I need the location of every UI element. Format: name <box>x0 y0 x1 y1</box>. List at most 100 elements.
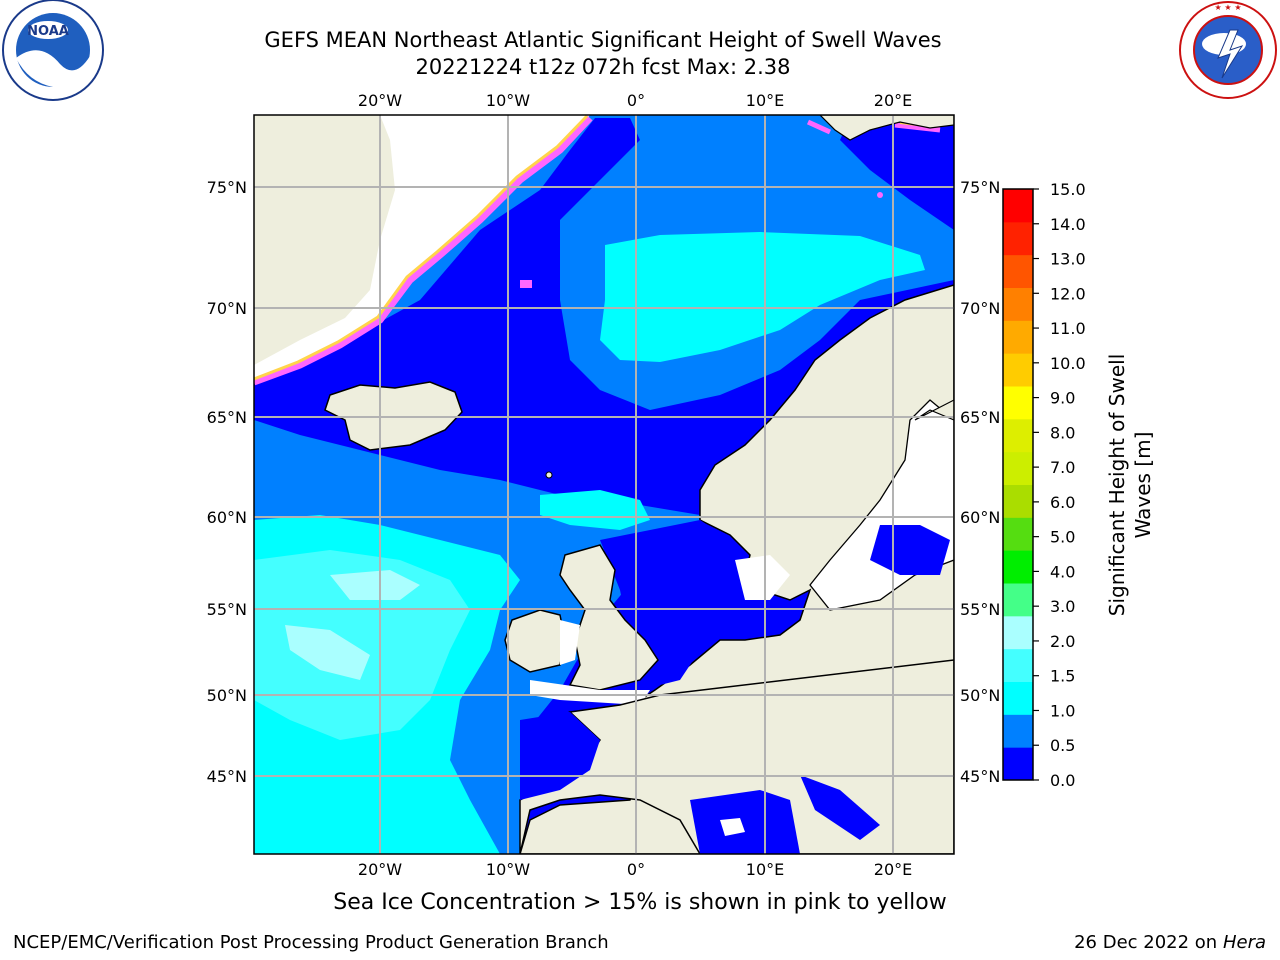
svg-text:NOAA: NOAA <box>27 24 69 39</box>
colorbar-tick-label: 0.0 <box>1050 771 1075 790</box>
colorbar-bin <box>1003 681 1033 715</box>
lat-tick-label: 65°N <box>207 408 247 427</box>
footer-credit: NCEP/EMC/Verification Post Processing Pr… <box>13 932 609 953</box>
lon-tick-label: 20°E <box>874 860 912 879</box>
swell-field-1.0-1.5 <box>540 490 650 530</box>
swell-field-1.5-2.0 <box>254 550 470 740</box>
lon-tick-label: 10°W <box>486 860 530 879</box>
lat-tick-label: 55°N <box>207 600 247 619</box>
mediterranean-sea <box>690 790 800 854</box>
faroe-islands <box>545 471 553 479</box>
footer-host: Hera <box>1222 932 1266 953</box>
lat-tick-label: 75°N <box>207 178 247 197</box>
colorbar-bin <box>1003 418 1033 453</box>
colorbar-bin <box>1003 648 1033 682</box>
jan-mayen-ice <box>520 280 532 288</box>
ireland-land <box>504 609 566 673</box>
mediterranean-white <box>720 818 745 836</box>
bear-island-ice <box>877 192 883 198</box>
colorbar-tick-label: 9.0 <box>1050 389 1075 408</box>
swell-field-2.0-3.0 <box>285 625 370 680</box>
greenland-ice-free-coast <box>254 115 590 382</box>
lon-tick-label: 20°E <box>874 91 912 110</box>
chart-title: GEFS MEAN Northeast Atlantic Significant… <box>264 28 942 52</box>
lat-tick-label: 45°N <box>960 767 1000 786</box>
lon-ticks-bottom: 20°W 10°W 0° 10°E 20°E <box>358 860 912 879</box>
lat-tick-label: 60°N <box>960 508 1000 527</box>
lat-tick-label: 50°N <box>207 686 247 705</box>
lon-tick-label: 0° <box>627 91 645 110</box>
swell-field-1.0-1.5 <box>600 232 925 362</box>
adriatic-sea <box>800 775 880 840</box>
national-weather-service-logo: ★ ★ ★ <box>1179 1 1277 99</box>
colorbar-bin <box>1003 189 1033 223</box>
bay-of-biscay <box>520 712 600 800</box>
footer-date-text: 26 Dec 2022 on <box>1074 932 1218 953</box>
colorbar-tick-label: 10.0 <box>1050 354 1086 373</box>
lat-tick-label: 45°N <box>207 767 247 786</box>
lon-tick-label: 0° <box>627 860 645 879</box>
lat-tick-label: 70°N <box>207 299 247 318</box>
colorbar-tick-label: 0.5 <box>1050 736 1075 755</box>
colorbar-bin <box>1003 221 1033 256</box>
colorbar-bin <box>1003 353 1033 387</box>
colorbar-bin <box>1003 747 1033 781</box>
svalbard-land <box>819 115 954 141</box>
swell-field-0.0-0.5 <box>840 118 954 230</box>
colorbar-tick-label: 6.0 <box>1050 493 1075 512</box>
colorbar-bin <box>1003 451 1033 485</box>
chart-subtitle: 20221224 t12z 072h fcst Max: 2.38 <box>415 55 791 79</box>
map-frame <box>253 114 955 855</box>
sea-ice-svalbard <box>806 119 941 135</box>
colorbar-bin <box>1003 714 1033 748</box>
baltic-sea-swell <box>870 525 950 575</box>
great-britain-land <box>559 544 659 691</box>
lon-tick-label: 10°W <box>486 91 530 110</box>
colorbar-tick-label: 14.0 <box>1050 215 1086 234</box>
colorbar-bin <box>1003 386 1033 420</box>
swell-field-2.0-3.0 <box>330 570 420 600</box>
lat-tick-label: 60°N <box>207 508 247 527</box>
lat-ticks-right: 75°N 70°N 65°N 60°N 55°N 50°N 45°N <box>960 178 1000 786</box>
colorbar-tick-label: 1.5 <box>1050 667 1075 686</box>
colorbar-tick-label: 4.0 <box>1050 562 1075 581</box>
colorbar-bin <box>1003 287 1033 321</box>
map-plot-area <box>254 115 954 854</box>
colorbar-bin <box>1003 583 1033 617</box>
lon-tick-label: 10°E <box>746 91 784 110</box>
colorbar-tick-label: 3.0 <box>1050 597 1075 616</box>
sea-ice-note: Sea Ice Concentration > 15% is shown in … <box>333 890 947 915</box>
irish-sea <box>560 620 580 665</box>
lon-tick-label: 20°W <box>358 91 402 110</box>
skagerrak <box>735 555 790 600</box>
lat-tick-label: 70°N <box>960 299 1000 318</box>
colorbar-ticks: 15.0 14.0 13.0 12.0 11.0 10.0 9.0 8.0 7.0 6.0 5.0 4… <box>1033 180 1086 790</box>
nws-ring-text: ★ ★ ★ <box>1214 3 1241 12</box>
colorbar-tick-label: 11.0 <box>1050 319 1086 338</box>
colorbar-bin <box>1003 254 1033 288</box>
sea-ice-edge <box>254 115 593 386</box>
colorbar-label-line2: Waves [m] <box>1131 432 1155 539</box>
colorbar-tick-label: 15.0 <box>1050 180 1086 199</box>
noaa-logo: NOAA <box>2 0 104 101</box>
english-channel <box>530 680 650 705</box>
colorbar-tick-label: 8.0 <box>1050 423 1075 442</box>
colorbar-tick-label: 2.0 <box>1050 632 1075 651</box>
footer-date: 26 Dec 2022 on Hera <box>1074 932 1266 953</box>
sea-ice-edge-yellow <box>254 115 589 381</box>
colorbar-tick-label: 1.0 <box>1050 701 1075 720</box>
graticule <box>254 115 954 854</box>
colorbar-bin <box>1003 320 1033 354</box>
scandinavia-interior <box>914 399 954 421</box>
lon-tick-label: 10°E <box>746 860 784 879</box>
lat-ticks-left: 75°N 70°N 65°N 60°N 55°N 50°N 45°N <box>207 178 247 786</box>
colorbar-label-line1: Significant Height of Swell <box>1105 354 1129 616</box>
lon-ticks-top: 20°W 10°W 0° 10°E 20°E <box>358 91 912 110</box>
lat-tick-label: 55°N <box>960 600 1000 619</box>
colorbar-bin <box>1003 484 1033 518</box>
colorbar-tick-label: 13.0 <box>1050 250 1086 269</box>
lat-tick-label: 65°N <box>960 408 1000 427</box>
colorbar-tick-label: 12.0 <box>1050 284 1086 303</box>
colorbar-frame <box>1002 188 1034 781</box>
